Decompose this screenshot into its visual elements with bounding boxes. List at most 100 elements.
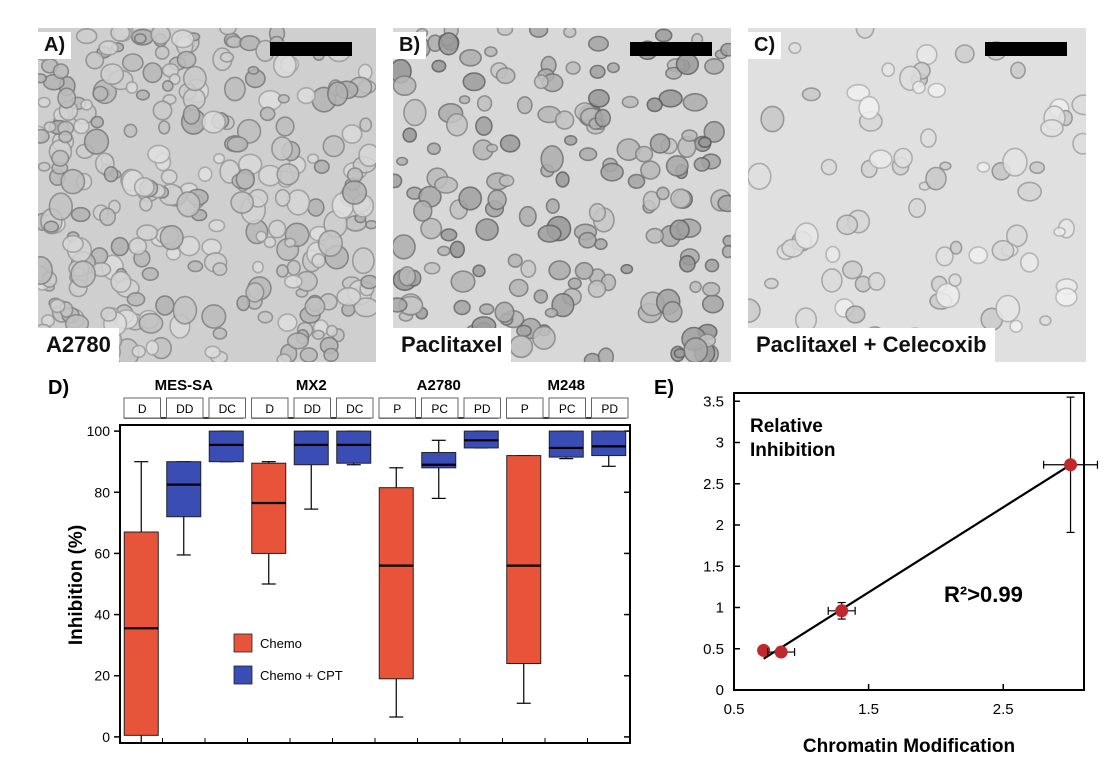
- scatter-panel: E) Relative Inhibition R²>0.99 Chromatin…: [650, 370, 1110, 765]
- group-label: MES-SA: [155, 377, 214, 394]
- sub-label: DD: [176, 402, 194, 416]
- sub-label: DC: [219, 402, 237, 416]
- y-tick-label: 3.5: [703, 393, 724, 410]
- panel-b-label: B): [393, 32, 427, 59]
- panel-c-label: C): [748, 32, 782, 59]
- scale-bar-b: [630, 42, 712, 56]
- box-a2780-pd: [463, 430, 499, 449]
- y-tick-label: 40: [94, 607, 110, 623]
- box-body: [123, 531, 159, 736]
- panel-a-label: A): [38, 32, 72, 59]
- legend-swatch: [233, 665, 253, 685]
- legend-label: Chemo: [260, 636, 302, 651]
- scatter-chart: E) Relative Inhibition R²>0.99 Chromatin…: [654, 377, 1099, 757]
- box-body: [506, 455, 542, 664]
- box-m248-pc: [548, 430, 584, 460]
- micrograph-b-image: [393, 28, 731, 362]
- fit-line: [763, 463, 1072, 660]
- sub-label: PD: [474, 402, 491, 416]
- box-mes-sa-dc: [208, 430, 244, 463]
- sub-label: DC: [346, 402, 364, 416]
- scatter-frame: [733, 392, 1085, 691]
- legend-swatch: [233, 633, 253, 653]
- box-body: [251, 462, 287, 554]
- data-point: [1064, 458, 1078, 472]
- x-tick-label: 2.5: [993, 701, 1014, 718]
- micrograph-b: [393, 28, 731, 362]
- y-tick-label: 0.5: [703, 641, 724, 658]
- scatter-title-line2: Inhibition: [750, 440, 835, 461]
- y-tick-label: 20: [94, 668, 110, 684]
- data-point: [774, 645, 788, 659]
- box-m248-pd: [591, 430, 627, 467]
- sub-label-box: [548, 397, 586, 419]
- sub-label: P: [521, 402, 529, 416]
- box-body: [208, 430, 244, 463]
- box-body: [336, 430, 372, 464]
- sub-label-box: [123, 397, 161, 419]
- x-tick-label: 1.5: [858, 701, 879, 718]
- caption-b: Paclitaxel: [393, 328, 511, 362]
- y-tick-label: 3: [716, 435, 724, 452]
- sub-label: PC: [559, 402, 576, 416]
- group-label: M248: [547, 377, 585, 394]
- sub-label: D: [265, 402, 274, 416]
- y-tick-label: 80: [94, 484, 110, 500]
- y-tick-label: 2: [716, 517, 724, 534]
- y-tick-label: 0: [102, 729, 110, 745]
- micrograph-a: [38, 28, 376, 362]
- box-body: [166, 461, 202, 518]
- box-mes-sa-d: [123, 461, 159, 744]
- caption-a: A2780: [38, 328, 119, 362]
- sub-label-box: [293, 397, 331, 419]
- x-tick-label: 0.5: [724, 701, 745, 718]
- sub-label: DD: [304, 402, 322, 416]
- sub-label-box: [421, 397, 459, 419]
- x-axis-label: Chromatin Modification: [803, 736, 1015, 757]
- scale-bar-a: [270, 42, 352, 56]
- micrograph-a-image: [38, 28, 376, 362]
- box-body: [293, 430, 329, 466]
- box-mx2-dc: [336, 430, 372, 466]
- panel-d-label: D): [48, 377, 69, 399]
- y-tick-label: 1: [716, 600, 724, 617]
- y-tick-label: 60: [94, 545, 110, 561]
- y-tick-label: 0: [716, 682, 724, 699]
- micrograph-c-image: [748, 28, 1086, 362]
- box-a2780-p: [378, 467, 414, 718]
- box-body: [378, 487, 414, 680]
- box-mx2-d: [251, 461, 287, 585]
- caption-c: Paclitaxel + Celecoxib: [748, 328, 995, 362]
- sub-label-box: [251, 397, 289, 419]
- sub-label-box: [463, 397, 501, 419]
- sub-label-box: [378, 397, 416, 419]
- group-label: MX2: [296, 377, 327, 394]
- y-tick-label: 1.5: [703, 558, 724, 575]
- box-mes-sa-dd: [166, 461, 202, 556]
- sub-label-box: [336, 397, 374, 419]
- box-plot-panel: D) Inhibition (%) 0 20 40 60 80 100 MES-SA D DD D…: [40, 370, 640, 765]
- box-body: [591, 430, 627, 457]
- data-point: [835, 604, 849, 618]
- sub-label-box: [506, 397, 544, 419]
- group-label: A2780: [417, 377, 461, 394]
- sub-label-box: [208, 397, 246, 419]
- r-squared-annotation: R²>0.99: [944, 582, 1023, 607]
- scatter-title: Relative: [750, 416, 823, 437]
- sub-label: PD: [601, 402, 618, 416]
- legend-label: Chemo + CPT: [260, 668, 343, 683]
- sub-label: P: [393, 402, 401, 416]
- sub-label: PC: [431, 402, 448, 416]
- sub-label-box: [591, 397, 629, 419]
- box-a2780-pc: [421, 439, 457, 499]
- micrograph-c: [748, 28, 1086, 362]
- box-body: [548, 430, 584, 458]
- y-tick-label: 100: [87, 423, 111, 439]
- box-m248-p: [506, 454, 542, 704]
- scale-bar-c: [985, 42, 1067, 56]
- box-mx2-dd: [293, 430, 329, 510]
- sub-label: D: [138, 402, 147, 416]
- panel-e-label: E): [654, 377, 674, 399]
- y-axis-label: Inhibition (%): [66, 525, 87, 645]
